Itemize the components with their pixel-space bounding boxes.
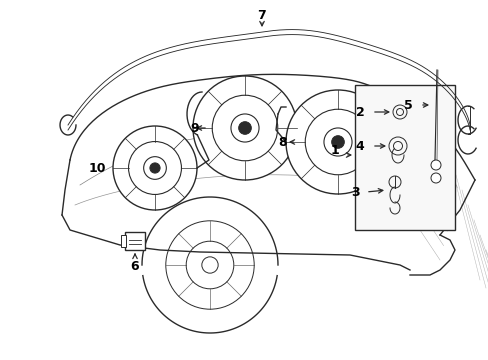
Text: 9: 9 [190, 122, 199, 135]
Circle shape [150, 163, 160, 173]
Text: 1: 1 [330, 144, 339, 157]
Text: 4: 4 [355, 140, 364, 153]
Circle shape [285, 90, 389, 194]
Circle shape [113, 126, 197, 210]
Bar [354, 85, 454, 230]
Circle shape [430, 173, 440, 183]
Circle shape [430, 160, 440, 170]
Text: 6: 6 [130, 261, 139, 274]
Circle shape [238, 122, 251, 134]
Bar [125, 232, 145, 250]
Circle shape [331, 136, 344, 148]
Text: 5: 5 [403, 99, 411, 112]
Text: 8: 8 [278, 135, 287, 149]
Text: 3: 3 [350, 185, 359, 198]
Text: 10: 10 [88, 162, 105, 175]
Text: 7: 7 [257, 9, 266, 22]
Bar [121, 235, 126, 247]
Text: 2: 2 [355, 105, 364, 118]
Circle shape [193, 76, 296, 180]
